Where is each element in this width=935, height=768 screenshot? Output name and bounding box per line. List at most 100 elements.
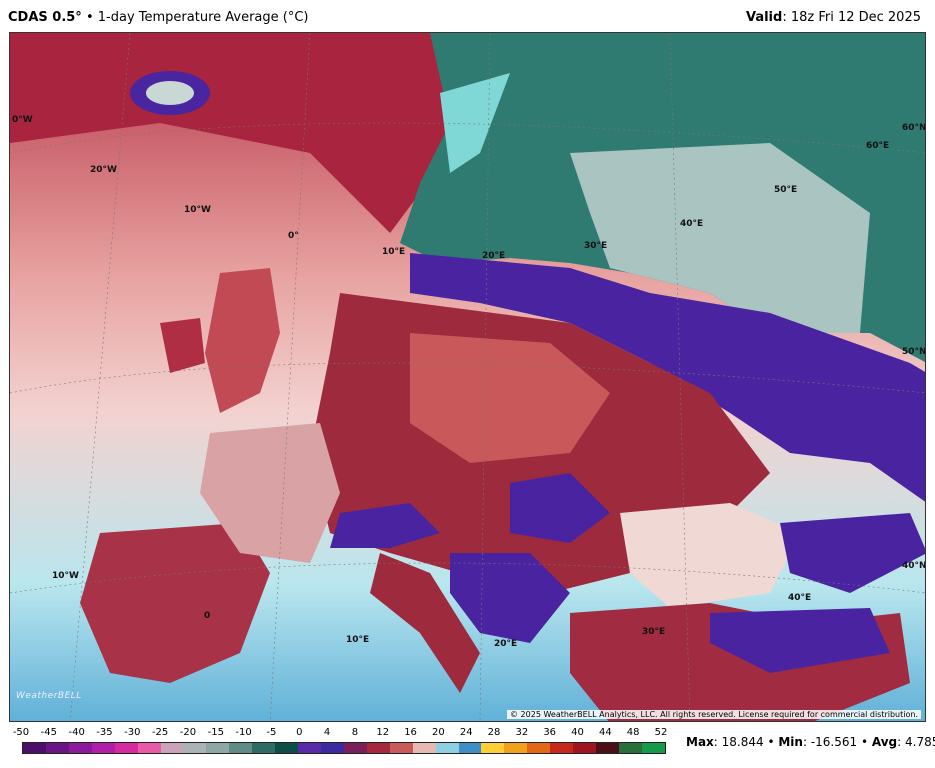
colorbar-swatch: [343, 743, 367, 753]
avg-value: : 4.785: [897, 735, 935, 749]
lat-label: 60°N: [902, 123, 926, 133]
colorbar: [22, 742, 666, 754]
lon-label: 0°: [288, 231, 299, 241]
stats-readout: Max: 18.844 • Min: -16.561 • Avg: 4.785: [686, 735, 935, 749]
caucasus-cold: [780, 513, 925, 593]
colorbar-swatch: [366, 743, 390, 753]
colorbar-swatch: [573, 743, 597, 753]
colorbar-swatch: [550, 743, 574, 753]
colorbar-tick-label: 52: [654, 727, 668, 738]
anatolia-cold: [710, 608, 890, 673]
carpathian-cold: [510, 473, 610, 543]
black-sea: [620, 503, 800, 608]
colorbar-tick-label: -10: [235, 727, 252, 738]
max-label: Max: [686, 735, 714, 749]
graticule: [10, 33, 925, 721]
warm-core-germany: [410, 333, 610, 463]
iceland-core: [146, 81, 194, 105]
lon-label: 0°W: [12, 115, 33, 125]
colorbar-swatch: [504, 743, 528, 753]
stats-sep: •: [763, 735, 779, 749]
lon-label: 10°E: [382, 247, 406, 257]
colorbar-swatch: [618, 743, 642, 753]
colorbar-swatch: [229, 743, 253, 753]
copyright-notice: © 2025 WeatherBELL Analytics, LLC. All r…: [507, 710, 921, 719]
lon-label: 50°E: [774, 185, 798, 195]
colorbar-swatch: [412, 743, 436, 753]
colorbar-swatch: [389, 743, 413, 753]
weatherbell-logo: WeatherBELL: [16, 691, 82, 701]
colorbar-swatch: [298, 743, 321, 753]
lon-label: 40°E: [788, 593, 812, 603]
min-label: Min: [778, 735, 803, 749]
colorbar-tick-label: 0: [296, 727, 303, 738]
stats-sep: •: [857, 735, 872, 749]
lon-label: 20°E: [494, 639, 518, 649]
colorbar-swatch: [596, 743, 619, 753]
colorbar-swatch: [641, 743, 665, 753]
colorbar-swatch: [206, 743, 230, 753]
valid-label: Valid: [745, 10, 783, 25]
colorbar-swatch: [91, 743, 115, 753]
iberia-land: [80, 523, 270, 683]
colorbar-tick-label: 28: [487, 727, 501, 738]
colorbar-swatch: [481, 743, 505, 753]
temperature-map[interactable]: 0°W 20°W 10°W 0° 10°E 20°E 30°E 40°E 50°…: [9, 32, 926, 722]
cold-region-russia: [570, 143, 870, 333]
model-name: CDAS 0.5°: [8, 10, 82, 25]
colorbar-tick-label: 12: [376, 727, 390, 738]
lon-label: 20°W: [90, 165, 117, 175]
colorbar-tick-label: -35: [96, 727, 113, 738]
colorbar-swatch: [435, 743, 459, 753]
colorbar-tick-label: 36: [543, 727, 557, 738]
colorbar-swatch: [68, 743, 92, 753]
lon-label: 30°E: [584, 241, 608, 251]
colorbar-tick-label: 20: [432, 727, 445, 738]
lon-label: 10°W: [184, 205, 211, 215]
lon-label: 60°E: [866, 141, 890, 151]
lon-label: 30°E: [642, 627, 666, 637]
colorbar-tick-label: 40: [571, 727, 584, 738]
italy-land: [370, 553, 480, 693]
avg-label: Avg: [871, 735, 898, 749]
lon-label: 20°E: [482, 251, 506, 261]
colorbar-tick-label: -45: [40, 727, 57, 738]
max-value: : 18.844: [713, 735, 764, 749]
colorbar-swatch: [275, 743, 299, 753]
colorbar-ticks: -50 -45 -40 -35 -30 -25 -20 -15 -10 -5 0 4 8 12 16 20 24…: [13, 727, 674, 741]
cold-band-east: [410, 253, 925, 502]
lat-label: 50°N: [902, 347, 926, 357]
colorbar-tick-label: 4: [323, 727, 331, 738]
colorbar-swatch: [114, 743, 138, 753]
map-header: CDAS 0.5° • 1-day Temperature Average (°…: [0, 0, 935, 32]
colorbar-tick-label: 16: [404, 727, 417, 738]
alps-cold: [330, 503, 440, 548]
colorbar-tick-label: -30: [124, 727, 141, 738]
balkan-cold: [450, 553, 570, 643]
colorbar-tick-label: 32: [515, 727, 529, 738]
colorbar-swatch: [320, 743, 344, 753]
colorbar-swatch: [458, 743, 482, 753]
valid-time: Valid: 18z Fri 12 Dec 2025: [746, 10, 921, 25]
colorbar-tick-label: 8: [351, 727, 359, 738]
ireland-land: [160, 318, 205, 373]
colorbar-tick-label: -20: [179, 727, 197, 738]
colorbar-tick-label: 24: [459, 727, 473, 738]
lon-label: 40°E: [680, 219, 704, 229]
colorbar-tick-label: 48: [626, 727, 640, 738]
france-land: [200, 423, 340, 563]
colorbar-swatch: [45, 743, 69, 753]
uk-land: [205, 268, 280, 413]
colorbar-tick-label: -5: [266, 727, 277, 738]
map-canvas: [10, 33, 925, 721]
lat-label: 40°N: [902, 561, 926, 571]
title-separator: •: [85, 10, 94, 25]
colorbar-tick-label: -25: [151, 727, 169, 738]
lon-label: 10°W: [52, 571, 79, 581]
colorbar-tick-label: 44: [598, 727, 612, 738]
lon-label: 10°E: [346, 635, 370, 645]
min-value: : -16.561: [802, 735, 858, 749]
map-title: CDAS 0.5° • 1-day Temperature Average (°…: [8, 10, 309, 25]
cold-region-norway: [440, 73, 510, 173]
colorbar-swatch: [160, 743, 184, 753]
